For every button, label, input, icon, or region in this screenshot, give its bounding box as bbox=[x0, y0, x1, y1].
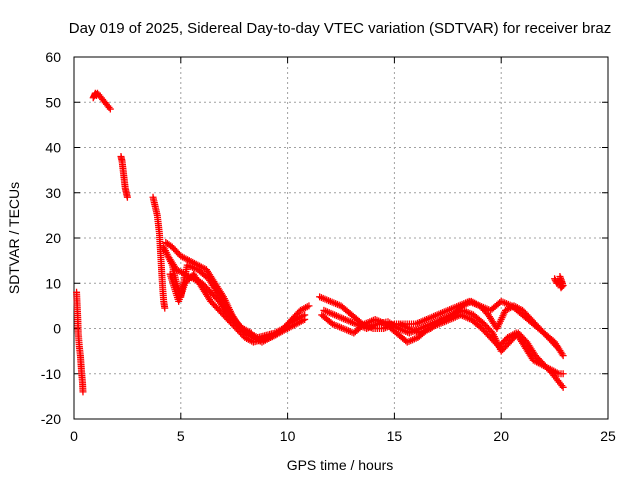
data-point bbox=[305, 302, 313, 310]
x-axis-label: GPS time / hours bbox=[287, 457, 394, 473]
x-tick-label: 5 bbox=[177, 428, 185, 444]
x-tick-label: 10 bbox=[280, 428, 296, 444]
data-point bbox=[105, 103, 113, 111]
series-descent-2 bbox=[149, 193, 169, 312]
y-tick-label: 30 bbox=[45, 185, 61, 201]
data-point bbox=[79, 388, 87, 396]
y-tick-label: 50 bbox=[45, 94, 61, 110]
y-tick-label: 10 bbox=[45, 275, 61, 291]
data-point bbox=[559, 383, 567, 391]
y-tick-label: -10 bbox=[41, 366, 61, 382]
series-track-3 bbox=[166, 270, 309, 346]
y-tick-labels: -20 -10 0 10 20 30 40 50 60 bbox=[41, 49, 61, 427]
axis-ticks bbox=[73, 56, 609, 420]
x-tick-labels: 0 5 10 15 20 25 bbox=[70, 428, 616, 444]
y-tick-label: 20 bbox=[45, 230, 61, 246]
data-point bbox=[558, 279, 566, 287]
data-points bbox=[73, 89, 567, 396]
series-track-4 bbox=[160, 243, 255, 337]
y-tick-label: 60 bbox=[45, 49, 61, 65]
series-late-cluster bbox=[551, 272, 567, 292]
data-point bbox=[106, 105, 114, 113]
data-point bbox=[559, 370, 567, 378]
x-tick-label: 25 bbox=[600, 428, 616, 444]
chart-title: Day 019 of 2025, Sidereal Day-to-day VTE… bbox=[69, 20, 611, 37]
data-point bbox=[553, 343, 561, 351]
series-track-8 bbox=[395, 297, 561, 351]
x-tick-label: 0 bbox=[70, 428, 78, 444]
series-track-7 bbox=[318, 311, 567, 378]
data-point bbox=[123, 193, 131, 201]
data-point bbox=[551, 341, 559, 349]
series-descent-1 bbox=[117, 153, 131, 201]
data-point bbox=[551, 275, 559, 283]
series-early-drop bbox=[73, 288, 87, 396]
x-tick-label: 15 bbox=[387, 428, 403, 444]
data-point bbox=[301, 315, 309, 323]
data-point bbox=[161, 304, 169, 312]
y-tick-label: -20 bbox=[41, 411, 61, 427]
x-tick-label: 20 bbox=[493, 428, 509, 444]
grid bbox=[74, 57, 608, 419]
y-axis-label: SDTVAR / TECUs bbox=[6, 182, 22, 294]
data-point bbox=[247, 329, 255, 337]
y-tick-label: 40 bbox=[45, 140, 61, 156]
y-tick-label: 0 bbox=[53, 321, 61, 337]
series-early-high bbox=[89, 89, 114, 113]
data-point bbox=[559, 352, 567, 360]
